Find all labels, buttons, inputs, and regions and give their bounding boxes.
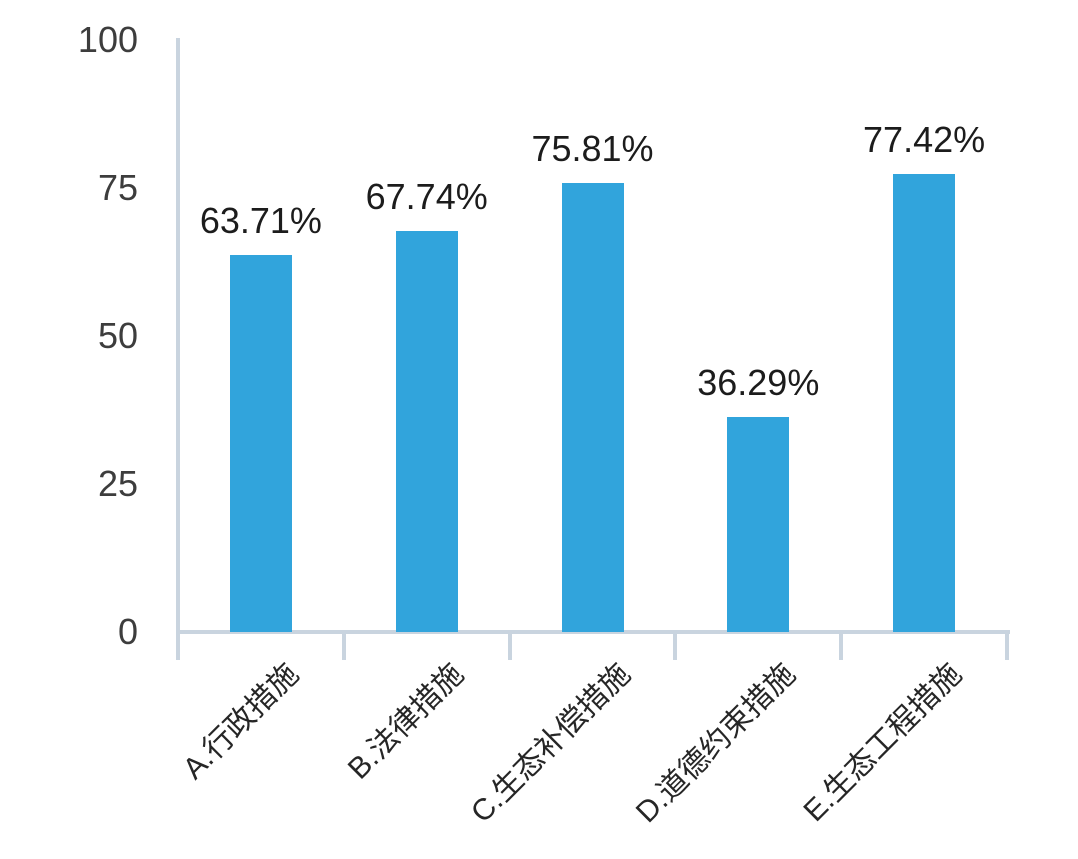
y-axis-tick-label: 0	[117, 611, 138, 652]
x-axis-label: C.生态补偿措施	[464, 657, 637, 830]
y-axis-tick-label: 100	[77, 19, 138, 60]
bar-value-label: 75.81%	[531, 128, 654, 170]
x-axis-label: B.法律措施	[342, 657, 471, 786]
x-axis-tick	[839, 632, 844, 660]
bar	[727, 417, 790, 632]
bar	[229, 254, 292, 632]
x-axis-label: E.生态工程措施	[797, 657, 968, 829]
x-axis-label: D.道德约束措施	[630, 657, 803, 830]
y-axis-tick-label: 50	[97, 315, 138, 356]
bar-value-label: 77.42%	[863, 118, 986, 160]
bar-value-label: 67.74%	[365, 175, 488, 217]
x-axis-tick	[673, 632, 678, 660]
x-axis-tick	[176, 632, 180, 660]
x-axis-line	[176, 630, 1010, 634]
bar-value-label: 63.71%	[199, 199, 322, 241]
x-axis-tick	[507, 632, 512, 660]
bar	[561, 183, 624, 632]
y-axis-tick-label: 75	[97, 167, 138, 208]
bar	[395, 230, 458, 632]
x-axis-tick	[341, 632, 346, 660]
bar-value-label: 36.29%	[697, 362, 820, 404]
y-axis-line	[176, 38, 180, 632]
y-axis-tick-label: 25	[97, 463, 138, 504]
x-axis-tick	[1005, 632, 1009, 660]
bar	[893, 173, 956, 632]
x-axis-label: A.行政措施	[176, 657, 305, 786]
